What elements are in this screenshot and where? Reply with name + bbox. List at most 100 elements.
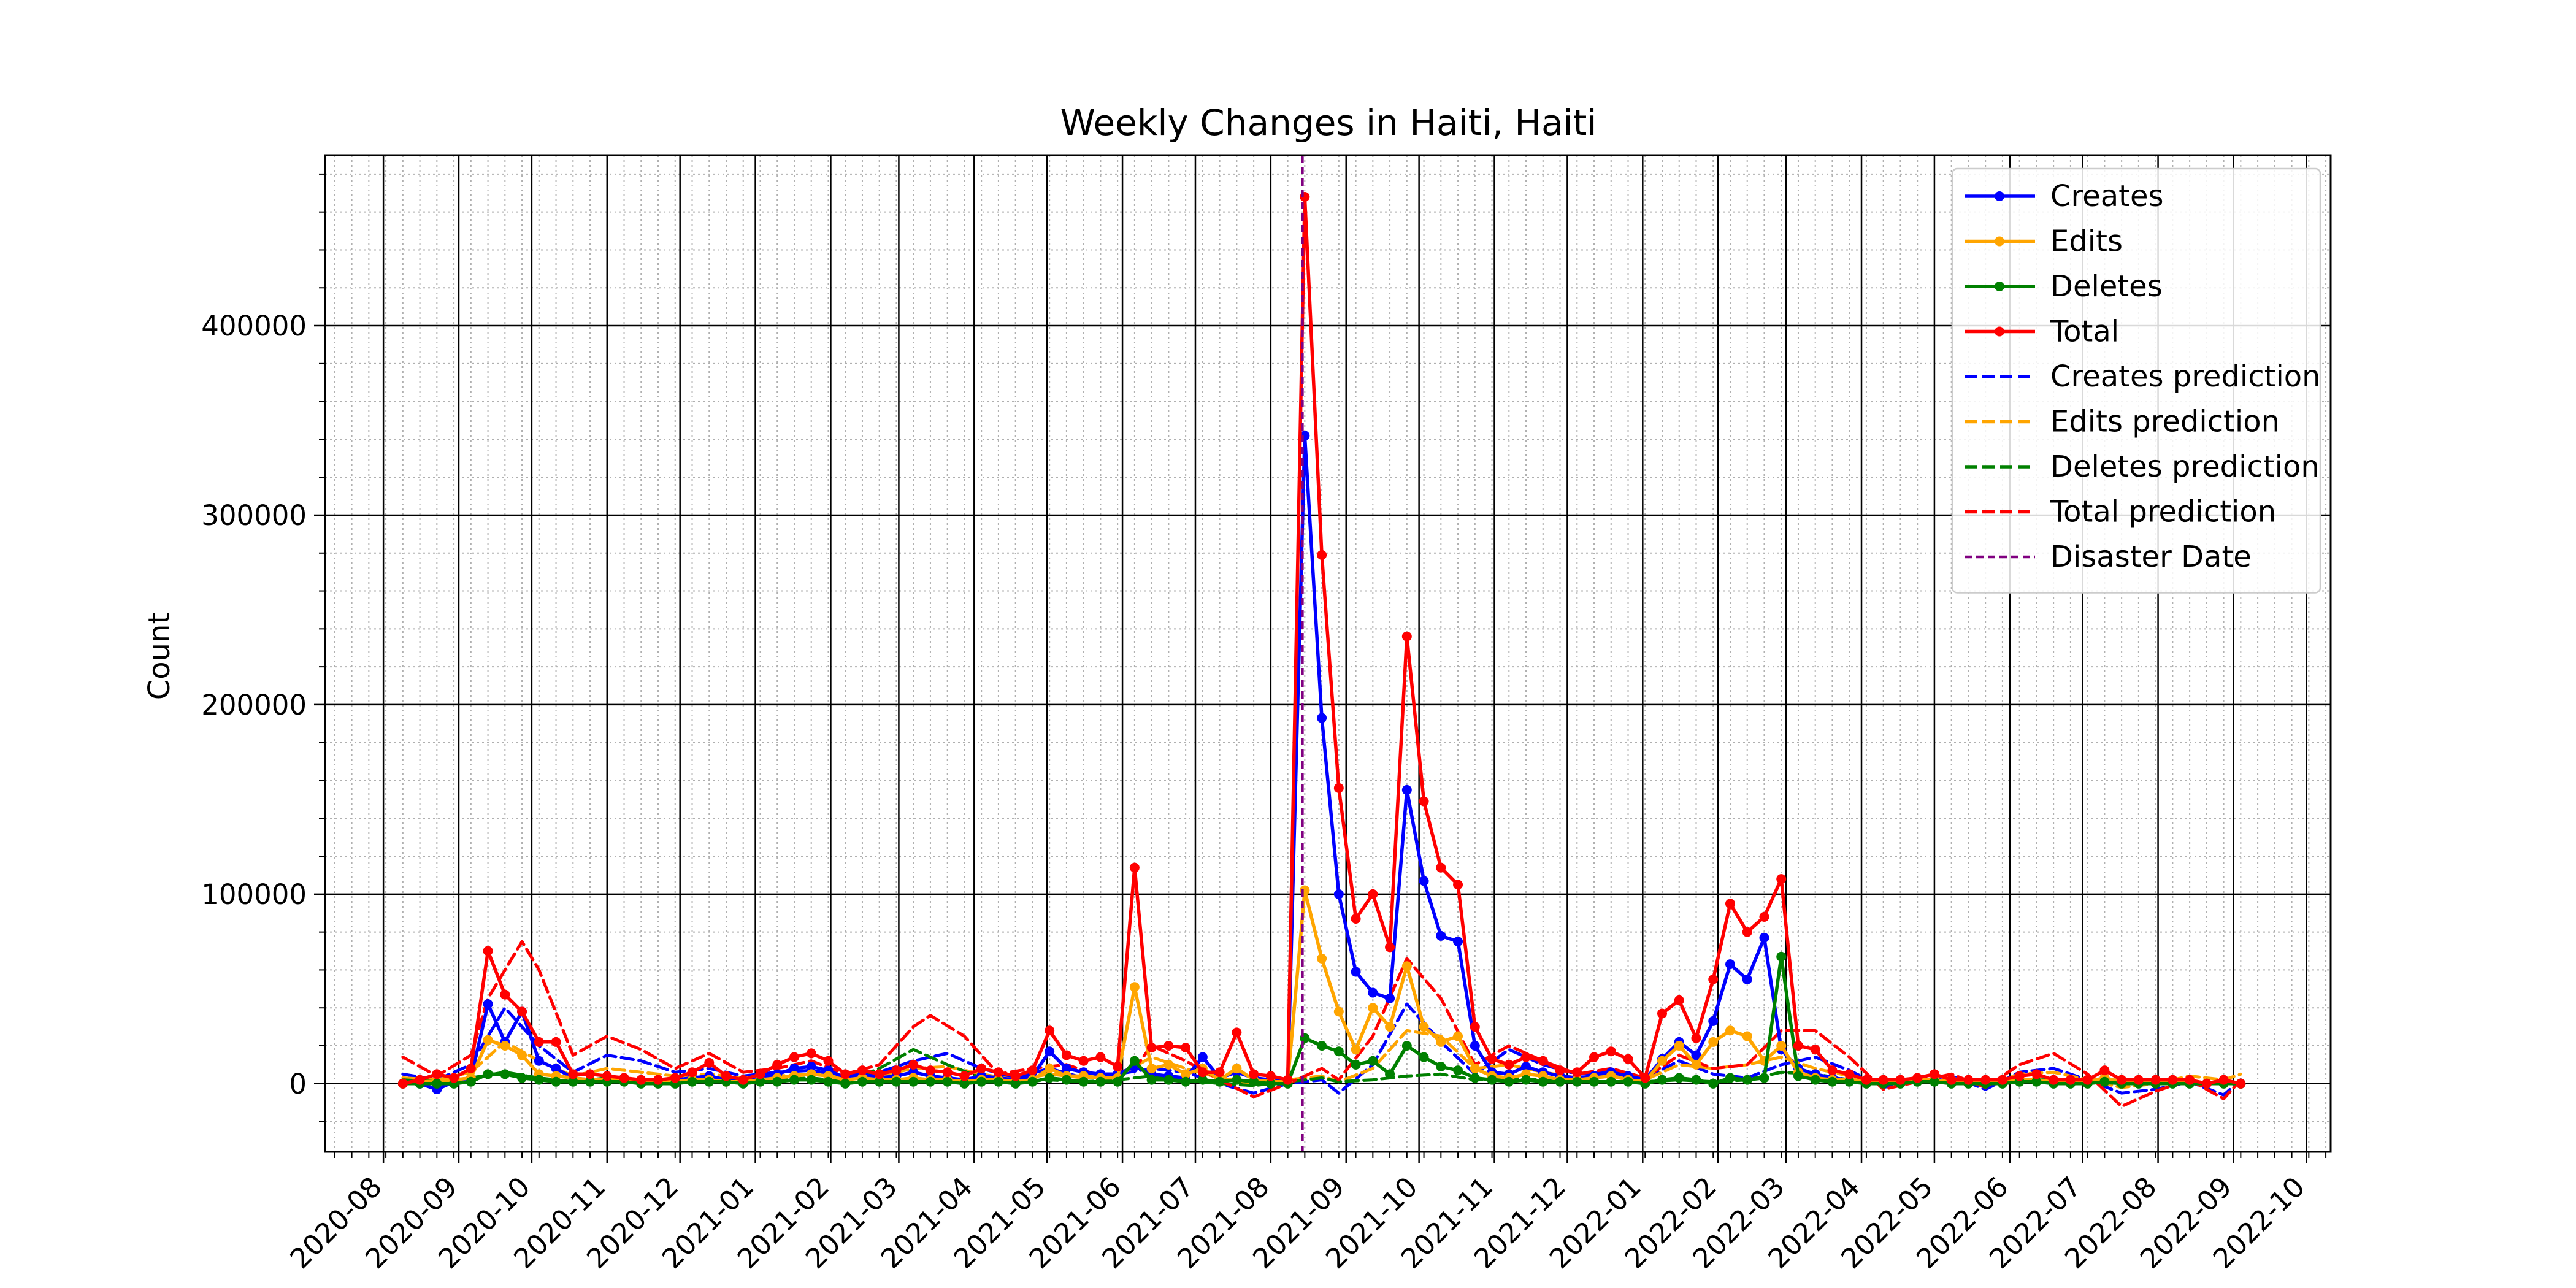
- total-point: [1810, 1045, 1820, 1055]
- legend-label-creates: Creates: [2050, 179, 2164, 213]
- total-point: [2201, 1078, 2212, 1089]
- creates-point: [1317, 713, 1327, 723]
- total-point: [1708, 974, 1719, 984]
- total-point: [1504, 1059, 1514, 1070]
- y-tick-label: 200000: [201, 689, 307, 721]
- edits-point: [1401, 961, 1412, 972]
- total-point: [772, 1059, 783, 1070]
- total-point: [823, 1056, 834, 1066]
- deletes-point: [772, 1076, 783, 1087]
- total-point: [1249, 1069, 1259, 1079]
- deletes-point: [568, 1076, 578, 1087]
- edits-point: [1742, 1031, 1752, 1041]
- total-point: [449, 1073, 459, 1083]
- edits-point: [1351, 1045, 1361, 1055]
- deletes-point: [551, 1076, 561, 1087]
- total-point: [908, 1059, 919, 1070]
- creates-point: [1419, 876, 1429, 886]
- edits-point: [483, 1035, 493, 1045]
- edits-point: [1181, 1069, 1191, 1079]
- total-point: [2218, 1075, 2229, 1085]
- legend-label-deletes: Deletes: [2050, 269, 2163, 304]
- deletes-point: [1776, 951, 1787, 962]
- total-point: [857, 1065, 867, 1076]
- total-point: [1045, 1025, 1055, 1036]
- total-point: [1470, 1022, 1480, 1032]
- y-tick-label: 0: [289, 1068, 307, 1100]
- total-point: [1691, 1033, 1701, 1043]
- deletes-point: [1078, 1076, 1089, 1087]
- total-point: [585, 1069, 596, 1079]
- legend-label-creates-prediction: Creates prediction: [2050, 359, 2321, 394]
- deletes-point: [1759, 1073, 1769, 1083]
- total-point: [1095, 1052, 1106, 1062]
- deletes-point: [823, 1076, 834, 1087]
- creates-point: [1385, 993, 1395, 1003]
- total-point: [2168, 1075, 2178, 1085]
- legend-marker-edits: [1995, 236, 2004, 247]
- legend-label-disaster-date: Disaster Date: [2050, 540, 2252, 574]
- deletes-point: [1368, 1056, 1378, 1066]
- deletes-point: [1538, 1076, 1548, 1087]
- deletes-point: [466, 1076, 476, 1087]
- deletes-point: [2031, 1076, 2042, 1087]
- total-point: [1333, 783, 1344, 793]
- legend-marker-creates: [1995, 191, 2004, 201]
- deletes-point: [1827, 1076, 1838, 1087]
- deletes-point: [1487, 1075, 1497, 1085]
- deletes-point: [1181, 1076, 1191, 1087]
- total-point: [1214, 1067, 1225, 1078]
- creates-point: [1045, 1046, 1055, 1057]
- deletes-point: [1810, 1075, 1820, 1085]
- total-point: [1963, 1075, 1974, 1085]
- deletes-point: [891, 1076, 902, 1087]
- total-point: [1146, 1043, 1157, 1053]
- deletes-point: [976, 1076, 987, 1087]
- deletes-point: [942, 1076, 953, 1087]
- deletes-point: [1027, 1076, 1038, 1087]
- total-point: [755, 1069, 765, 1079]
- deletes-point: [755, 1076, 765, 1087]
- total-point: [993, 1067, 1003, 1078]
- total-point: [432, 1069, 442, 1079]
- deletes-point: [1725, 1073, 1735, 1083]
- deletes-point: [874, 1076, 884, 1087]
- creates-point: [1368, 987, 1378, 998]
- total-point: [704, 1057, 715, 1068]
- creates-point: [1725, 959, 1735, 970]
- total-point: [534, 1037, 544, 1047]
- edits-point: [1725, 1025, 1735, 1036]
- deletes-point: [1317, 1040, 1327, 1051]
- deletes-point: [925, 1076, 935, 1087]
- deletes-point: [993, 1076, 1003, 1087]
- deletes-point: [1453, 1065, 1463, 1076]
- total-point: [1793, 1040, 1803, 1051]
- total-point: [2014, 1071, 2025, 1081]
- deletes-point: [1572, 1076, 1582, 1087]
- edits-point: [1333, 1006, 1344, 1017]
- edits-point: [500, 1040, 510, 1051]
- total-point: [2117, 1075, 2127, 1085]
- deletes-point: [1351, 1059, 1361, 1070]
- total-point: [1759, 911, 1769, 922]
- plot-frame: [324, 154, 2332, 1153]
- total-point: [1078, 1056, 1089, 1066]
- total-point: [840, 1069, 851, 1079]
- total-point: [1912, 1073, 1923, 1083]
- edits-point: [1691, 1059, 1701, 1070]
- total-point: [1010, 1071, 1021, 1081]
- total-point: [1265, 1071, 1276, 1081]
- total-point: [1980, 1075, 1991, 1085]
- legend-label-edits-prediction: Edits prediction: [2050, 405, 2280, 439]
- deletes-point: [1742, 1075, 1752, 1085]
- total-point: [2031, 1069, 2042, 1079]
- creates-point: [1759, 932, 1769, 943]
- creates-point: [551, 1064, 561, 1074]
- total-point: [1351, 914, 1361, 924]
- deletes-point: [789, 1075, 799, 1085]
- total-point: [1776, 874, 1787, 884]
- total-point: [1317, 550, 1327, 560]
- deletes-point: [1333, 1046, 1344, 1057]
- deletes-point: [1419, 1052, 1429, 1062]
